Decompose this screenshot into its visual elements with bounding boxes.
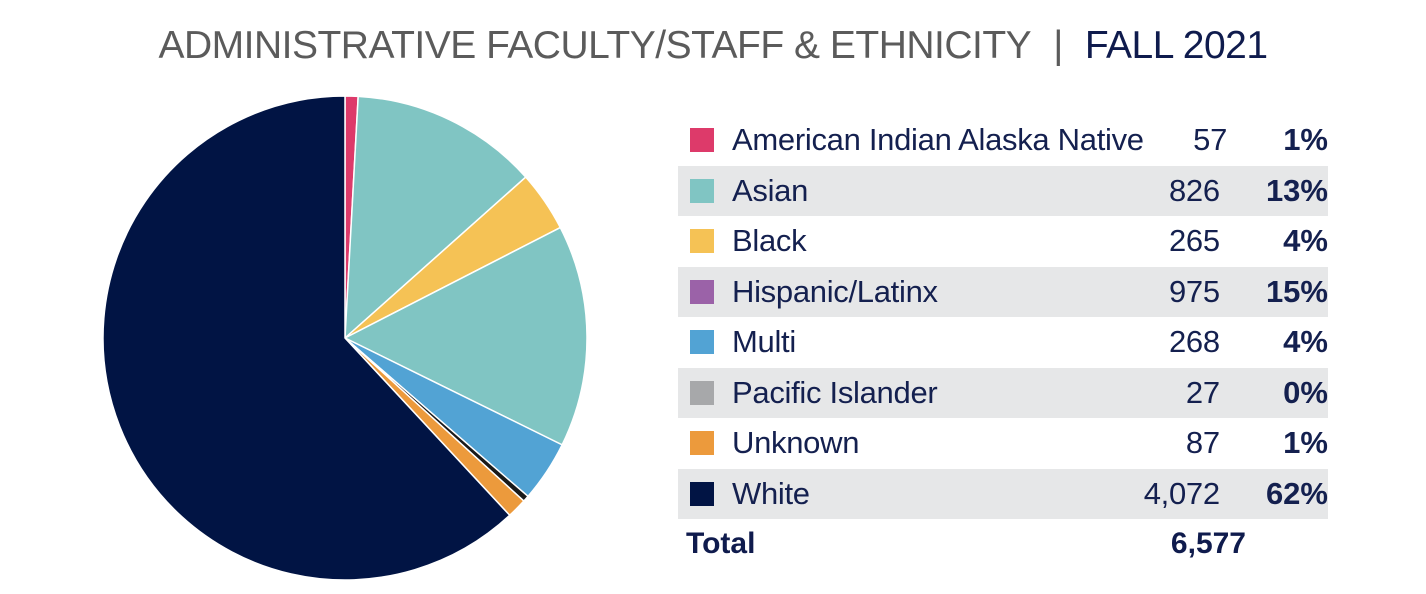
legend-count: 265	[1168, 223, 1220, 259]
legend-swatch	[690, 178, 714, 203]
legend-label: Multi	[732, 324, 796, 360]
legend-swatch	[690, 380, 714, 405]
chart-title: ADMINISTRATIVE FACULTY/STAFF & ETHNICITY…	[0, 24, 1426, 68]
legend-count: 4,072	[1143, 475, 1220, 511]
legend-percent: 15%	[1265, 273, 1328, 309]
legend-row: Hispanic/Latinx 975 15%	[678, 266, 1328, 317]
total-label: Total	[686, 527, 756, 560]
legend-swatch	[690, 229, 714, 254]
legend-label: Asian	[732, 172, 809, 208]
legend-label: Pacific Islander	[732, 374, 938, 410]
legend-label: Hispanic/Latinx	[732, 273, 938, 309]
legend-count: 268	[1168, 324, 1220, 360]
legend-count: 27	[1185, 374, 1220, 410]
legend-row: White 4,072 62%	[678, 468, 1328, 519]
legend-label: American Indian Alaska Native	[732, 122, 1144, 158]
legend-percent: 0%	[1283, 374, 1328, 410]
pie-chart	[102, 95, 588, 581]
legend-percent: 4%	[1283, 324, 1328, 360]
pie-slice-asian	[344, 95, 527, 339]
legend-row: American Indian Alaska Native 57 1%	[678, 115, 1328, 166]
legend-percent: 1%	[1283, 425, 1328, 461]
legend-percent: 1%	[1283, 122, 1328, 158]
legend-row: Asian 826 13%	[678, 165, 1328, 216]
chart-period: FALL 2021	[1084, 24, 1268, 67]
chart-title-text: ADMINISTRATIVE FACULTY/STAFF & ETHNICITY	[158, 24, 1032, 67]
legend-percent: 62%	[1265, 475, 1328, 511]
pie-slice-white	[102, 95, 511, 581]
total-row: Total 6,577	[678, 519, 1328, 569]
legend-percent: 13%	[1265, 172, 1328, 208]
legend-count: 975	[1168, 273, 1220, 309]
legend-count: 57	[1193, 122, 1228, 158]
legend-label: Unknown	[732, 425, 860, 461]
pie-slice-hispanic-latinx	[344, 226, 588, 446]
legend-row: Unknown 87 1%	[678, 418, 1328, 469]
legend-count: 826	[1168, 172, 1220, 208]
legend-swatch	[690, 481, 714, 506]
legend-row: Black 265 4%	[678, 216, 1328, 267]
legend-swatch	[690, 128, 714, 153]
legend-swatch	[690, 431, 714, 456]
legend-row: Pacific Islander 27 0%	[678, 367, 1328, 418]
legend-swatch	[690, 330, 714, 355]
legend-count: 87	[1185, 425, 1220, 461]
legend-percent: 4%	[1283, 223, 1328, 259]
total-count: 6,577	[1170, 527, 1246, 560]
legend-label: Black	[732, 223, 807, 259]
legend-swatch	[690, 279, 714, 304]
title-separator: |	[1053, 24, 1063, 67]
legend-label: White	[732, 475, 810, 511]
legend-row: Multi 268 4%	[678, 317, 1328, 368]
legend-table: American Indian Alaska Native 57 1% Asian 82…	[678, 115, 1328, 569]
